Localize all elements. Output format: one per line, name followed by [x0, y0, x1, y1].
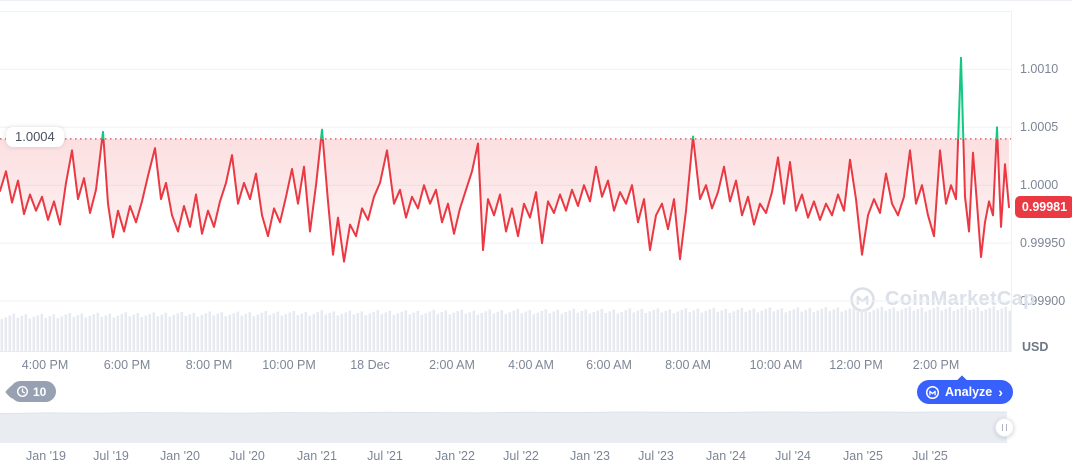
timeline-tick-label: Jan '22: [435, 449, 475, 463]
price-line-down: [0, 138, 1010, 263]
timeline-tick-label: Jul '25: [912, 449, 948, 463]
timeline-tick-label: Jul '22: [503, 449, 539, 463]
timeline-axis[interactable]: Jan '19 Jul '19 Jan '20 Jul '20 Jan '21 Jul '…: [0, 449, 1072, 467]
watermark-text: CoinMarketCap: [885, 288, 1036, 310]
x-axis-tick-label: 2:00 PM: [912, 358, 960, 372]
navigator-area-chart[interactable]: [0, 410, 1072, 444]
history-count: 10: [33, 384, 47, 399]
y-axis-tick-label: 1.0000: [1020, 178, 1059, 193]
timeline-tick-label: Jul '23: [638, 449, 674, 463]
timeline-tick-label: Jul '19: [93, 449, 129, 463]
timeline-tick-label: Jan '19: [26, 449, 66, 463]
y-axis-tick-label: 0.99900: [1020, 294, 1066, 309]
x-axis-tick-label: 4:00 AM: [508, 358, 554, 372]
clock-icon: [16, 385, 29, 398]
currency-label: USD: [1022, 340, 1049, 354]
volume-bars: [0, 305, 1012, 351]
timeline-tick-label: Jan '21: [297, 449, 337, 463]
x-axis-tick-label: 18 Dec: [350, 358, 390, 372]
x-axis-tick-label: 12:00 PM: [829, 358, 883, 372]
x-axis[interactable]: 4:00 PM 6:00 PM 8:00 PM 10:00 PM 18 Dec 2:00 …: [0, 358, 1012, 376]
current-price-badge: 0.99981: [1015, 196, 1072, 218]
analyze-label: Analyze: [945, 385, 993, 399]
x-axis-tick-label: 10:00 AM: [749, 358, 803, 372]
x-axis-tick-label: 4:00 PM: [21, 358, 69, 372]
timeline-tick-label: Jan '24: [706, 449, 746, 463]
x-axis-tick-label: 8:00 PM: [185, 358, 233, 372]
timeline-tick-label: Jan '23: [570, 449, 610, 463]
x-axis-tick-label: 6:00 PM: [103, 358, 151, 372]
below-baseline-fill: [0, 138, 1009, 262]
x-axis-tick-label: 2:00 AM: [429, 358, 475, 372]
timeline-tick-label: Jul '20: [229, 449, 265, 463]
y-axis[interactable]: 0.99981 USD 1.0010 1.0005 1.0000 0.99950 0.9…: [1012, 1, 1072, 357]
price-line-chart[interactable]: [0, 1, 1012, 352]
y-axis-tick-label: 1.0010: [1020, 62, 1059, 77]
range-navigator[interactable]: [0, 410, 1072, 444]
x-axis-tick-label: 6:00 AM: [586, 358, 632, 372]
y-axis-tick-label: 1.0005: [1020, 120, 1059, 135]
timeline-tick-label: Jan '25: [843, 449, 883, 463]
navigator-handle-icon[interactable]: [995, 418, 1014, 437]
baseline-price-label: 1.0004: [6, 127, 64, 147]
navigator-history-area: [0, 412, 1007, 443]
analyze-button[interactable]: Analyze ›: [917, 375, 1013, 404]
history-badge[interactable]: 10: [4, 381, 57, 402]
timeline-tick-label: Jan '20: [160, 449, 200, 463]
y-axis-tick-label: 0.99950: [1020, 236, 1066, 251]
timeline-tick-label: Jul '24: [775, 449, 811, 463]
coinmarketcap-badge-icon: [925, 385, 940, 399]
x-axis-tick-label: 8:00 AM: [665, 358, 711, 372]
x-axis-tick-label: 10:00 PM: [262, 358, 316, 372]
chevron-right-icon: ›: [998, 384, 1003, 400]
chart-plot-area[interactable]: CoinMarketCap 1.0004: [0, 1, 1035, 352]
timeline-tick-label: Jul '21: [367, 449, 403, 463]
